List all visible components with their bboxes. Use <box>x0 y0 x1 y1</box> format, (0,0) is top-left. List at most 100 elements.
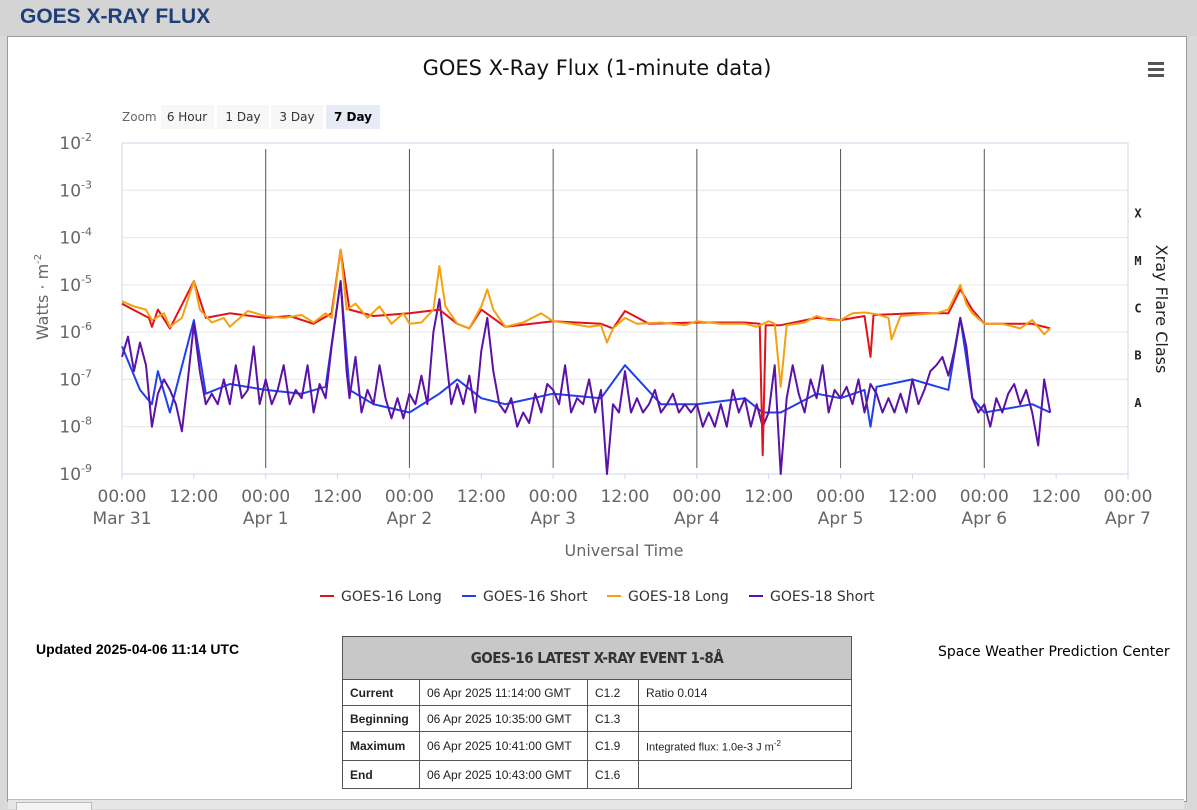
y-tick-exp: -4 <box>81 226 92 239</box>
y-tick-exp: -5 <box>81 273 92 286</box>
y-tick-base: 10 <box>59 229 81 249</box>
x-tick-time: 12:00 <box>457 487 506 507</box>
event-row-label: Beginning <box>342 705 420 732</box>
chart-legend: GOES-16 Long GOES-16 Short GOES-18 Long GOE… <box>320 589 875 605</box>
x-tick-time: 00:00 <box>960 487 1009 507</box>
y-tick-label: 10-4 <box>59 226 92 249</box>
zoom-button-3d-label: 3 Day <box>279 110 314 124</box>
bottom-tab-strip <box>8 799 1184 810</box>
event-row-class: C1.6 <box>587 760 639 789</box>
x-axis-label: Universal Time <box>564 541 683 560</box>
y-tick-base: 10 <box>59 418 81 438</box>
event-row-time: 06 Apr 2025 10:41:00 GMT <box>419 731 588 761</box>
legend-label: GOES-18 Short <box>770 589 875 605</box>
y-tick-exp: -8 <box>81 415 92 428</box>
page-header: GOES X-RAY FLUX <box>0 0 1197 36</box>
event-row-time: 06 Apr 2025 10:43:00 GMT <box>419 760 588 789</box>
event-table-header-row: GOES-16 LATEST X-RAY EVENT 1-8Å <box>342 636 852 680</box>
legend-label: GOES-18 Long <box>628 589 729 605</box>
legend-item[interactable]: GOES-16 Short <box>462 589 588 605</box>
y-tick-label: 10-9 <box>59 462 92 485</box>
event-row-label: End <box>342 760 420 789</box>
zoom-button-7d-label: 7 Day <box>334 110 372 124</box>
event-row-label: Maximum <box>342 731 420 761</box>
bottom-tab[interactable] <box>16 802 92 810</box>
legend-label: GOES-16 Short <box>483 589 588 605</box>
x-tick-time: 00:00 <box>98 487 147 507</box>
x-tick-time: 12:00 <box>1032 487 1081 507</box>
legend-item[interactable]: GOES-16 Long <box>320 589 442 605</box>
y-tick-base: 10 <box>59 134 81 154</box>
event-row-note-cell: Integrated flux: 1.0e-3 J m-2 <box>638 731 852 761</box>
zoom-button-6h-label: 6 Hour <box>167 110 207 124</box>
chart-title: GOES X-Ray Flux (1-minute data) <box>423 56 772 80</box>
event-row-class: C1.3 <box>587 705 639 732</box>
y-tick-label: 10-8 <box>59 415 92 438</box>
xray-flux-chart: GOES X-Ray Flux (1-minute data) Zoom 6 H… <box>33 56 1171 605</box>
y-tick-exp: -7 <box>81 367 92 380</box>
y-tick-exp: -2 <box>81 131 92 144</box>
zoom-button-6h[interactable]: 6 Hour <box>161 105 214 129</box>
y-axis-label: Watts · m-2 <box>33 254 52 340</box>
x-tick-date: Apr 7 <box>1105 509 1151 529</box>
flare-class-label: M <box>1134 254 1141 268</box>
chart-menu-icon[interactable] <box>1148 62 1164 77</box>
legend-item[interactable]: GOES-18 Long <box>607 589 729 605</box>
zoom-button-7d[interactable]: 7 Day <box>326 105 380 129</box>
x-tick-time: 00:00 <box>241 487 290 507</box>
series-line <box>121 248 1051 388</box>
x-tick-date: Mar 31 <box>92 509 151 529</box>
series-layer <box>121 248 1052 475</box>
event-row-note: Ratio 0.014 <box>638 679 852 706</box>
y-axis-label-text: Watts · m <box>33 264 52 340</box>
zoom-button-1d[interactable]: 1 Day <box>217 105 269 129</box>
plot-border <box>121 142 1129 475</box>
event-row-note-sup: -2 <box>773 738 781 748</box>
credit-text: Space Weather Prediction Center <box>938 644 1170 660</box>
x-tick-time: 00:00 <box>385 487 434 507</box>
x-tick-time: 12:00 <box>744 487 793 507</box>
page-heading: GOES X-RAY FLUX <box>20 5 211 28</box>
y-axis-label-sup: -2 <box>33 254 44 264</box>
event-row-time: 06 Apr 2025 11:14:00 GMT <box>419 679 588 706</box>
event-row-note: Integrated flux: 1.0e-3 J m <box>646 741 774 754</box>
y-tick-exp: -9 <box>81 462 92 475</box>
y-tick-exp: -6 <box>81 320 92 333</box>
x-tick-time: 00:00 <box>672 487 721 507</box>
flare-class-labels: X M C B A <box>1134 207 1142 410</box>
y-tick-label: 10-6 <box>59 320 92 343</box>
y-tick-exp: -3 <box>81 178 92 191</box>
event-table-title: GOES-16 LATEST X-RAY EVENT 1-8Å <box>342 636 852 680</box>
y-tick-label: 10-5 <box>59 273 92 296</box>
x-tick-date: Apr 1 <box>243 509 289 529</box>
day-boundary-lines <box>265 149 985 468</box>
zoom-button-1d-label: 1 Day <box>225 110 260 124</box>
plot-grid <box>122 142 1128 475</box>
legend-item[interactable]: GOES-18 Short <box>749 589 875 605</box>
event-row-note <box>638 760 852 789</box>
x-tick-time: 00:00 <box>816 487 865 507</box>
event-row-time: 06 Apr 2025 10:35:00 GMT <box>419 705 588 732</box>
x-tick-date: Apr 2 <box>387 509 433 529</box>
zoom-label: Zoom <box>122 110 157 124</box>
y-tick-base: 10 <box>59 370 81 390</box>
y-axis-ticks: 10-210-310-410-510-610-710-810-9 <box>59 131 92 485</box>
series-line <box>121 280 1052 475</box>
x-tick-date: Apr 5 <box>818 509 864 529</box>
zoom-button-3d[interactable]: 3 Day <box>271 105 323 129</box>
y-tick-label: 10-7 <box>59 367 92 390</box>
x-tick-date: Apr 4 <box>674 509 720 529</box>
flare-class-label: C <box>1134 301 1141 315</box>
event-row-class: C1.2 <box>587 679 639 706</box>
flare-class-label: A <box>1134 396 1142 410</box>
event-row-class: C1.9 <box>587 731 639 761</box>
updated-timestamp: Updated 2025-04-06 11:14 UTC <box>36 641 240 657</box>
table-row: Beginning 06 Apr 2025 10:35:00 GMT C1.3 <box>342 705 852 732</box>
x-tick-time: 12:00 <box>888 487 937 507</box>
y-tick-label: 10-2 <box>59 131 92 154</box>
event-row-label: Current <box>342 679 420 706</box>
y-tick-base: 10 <box>59 276 81 296</box>
right-axis-label: Xray Flare Class <box>1152 245 1171 374</box>
x-tick-time: 00:00 <box>529 487 578 507</box>
